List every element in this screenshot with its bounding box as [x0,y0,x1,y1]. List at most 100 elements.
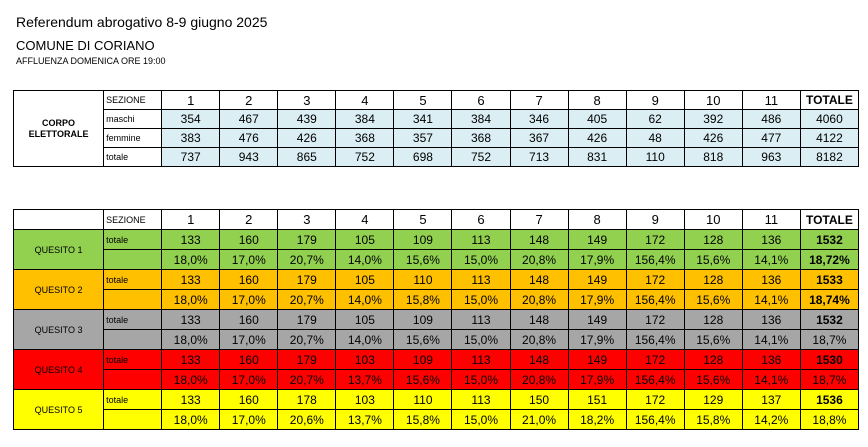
value-cell: 713 [509,147,569,167]
value-cell: 62 [625,109,685,129]
affluenza-label: AFFLUENZA DOMENICA ORE 19:00 [16,56,166,66]
percent-cell: 17,9% [567,369,627,390]
empty-cell [103,409,163,430]
percent-cell: 21,0% [509,409,569,430]
value-cell: 172 [625,269,685,290]
totale-cell: 1532 [799,309,860,330]
percent-cell: 156,4% [625,369,685,390]
sezione-number: 1 [161,209,221,230]
table-row: 18,0% 17,0% 20,7% 14,0% 15,6% 15,0% 20,8% 17,9%… [14,329,860,350]
value-cell: 110 [625,147,685,167]
percent-cell: 156,4% [625,249,685,270]
percent-cell: 17,9% [567,329,627,350]
value-cell: 136 [741,309,801,330]
empty-cell [103,329,163,350]
value-cell: 136 [741,349,801,370]
percent-cell: 156,4% [625,329,685,350]
value-cell: 172 [625,229,685,250]
value-cell: 737 [161,147,221,167]
percent-cell: 15,0% [451,329,511,350]
percent-cell: 17,9% [567,249,627,270]
value-cell: 384 [335,109,395,129]
quesito-label: QUESITO 3 [12,309,105,350]
percent-cell: 15,6% [393,329,453,350]
percent-cell: 20,6% [277,409,337,430]
value-cell: 110 [393,269,453,290]
totale-header: TOTALE [799,209,860,230]
value-cell: 133 [161,309,221,330]
value-cell: 405 [567,109,627,129]
value-cell: 477 [741,128,801,148]
percent-cell: 18,0% [161,409,221,430]
value-cell: 103 [335,389,395,410]
percent-cell: 14,1% [741,329,801,350]
value-cell: 105 [335,229,395,250]
percent-cell: 15,0% [451,249,511,270]
value-cell: 178 [277,389,337,410]
sezione-number: 4 [335,90,395,110]
value-cell: 818 [683,147,743,167]
value-cell: 392 [683,109,743,129]
value-cell: 346 [509,109,569,129]
percent-cell: 18,2% [567,409,627,430]
value-cell: 133 [161,389,221,410]
value-cell: 426 [683,128,743,148]
percent-totale-cell: 18,7% [799,369,860,390]
value-cell: 151 [567,389,627,410]
value-cell: 148 [509,269,569,290]
percent-cell: 156,4% [625,409,685,430]
value-cell: 486 [741,109,801,129]
sezione-number: 3 [277,90,337,110]
table-row: 18,0% 17,0% 20,7% 13,7% 15,6% 15,0% 20,8% 17,9%… [14,369,860,390]
value-cell: 109 [393,229,453,250]
value-cell: 384 [451,109,511,129]
percent-cell: 20,8% [509,369,569,390]
percent-cell: 14,1% [741,369,801,390]
value-cell: 179 [277,309,337,330]
table-row: QUESITO 2 totale 133 160 179 105 110 113 148 149 1… [12,269,860,310]
quesito-label: QUESITO 5 [12,389,105,430]
percent-cell: 13,7% [335,409,395,430]
value-cell: 354 [161,109,221,129]
percent-cell: 156,4% [625,289,685,310]
value-cell: 865 [277,147,337,167]
quesito-label: QUESITO 4 [12,349,105,390]
sezione-number: 8 [567,209,627,230]
value-cell: 129 [683,389,743,410]
value-cell: 128 [683,309,743,330]
table-header-row: SEZIONE 1 2 3 4 5 6 7 8 9 10 11 TOTALE [12,209,860,230]
value-cell: 752 [335,147,395,167]
value-cell: 148 [509,309,569,330]
value-cell: 179 [277,269,337,290]
percent-cell: 17,0% [219,249,279,270]
percent-cell: 15,6% [683,329,743,350]
value-cell: 426 [567,128,627,148]
value-cell: 149 [567,269,627,290]
percent-cell: 15,6% [683,289,743,310]
empty-cell [103,369,163,390]
value-cell: 383 [161,128,221,148]
value-cell: 160 [219,309,279,330]
percent-cell: 20,7% [277,329,337,350]
sezione-number: 4 [335,209,395,230]
totale-header: TOTALE [799,90,860,110]
value-cell: 133 [161,349,221,370]
row-label: totale [103,269,163,290]
value-cell: 368 [451,128,511,148]
quesiti-table: SEZIONE 1 2 3 4 5 6 7 8 9 10 11 TOTALE QUESITO 1 total… [12,209,860,430]
sezione-number: 10 [683,90,743,110]
value-cell: 128 [683,229,743,250]
totale-cell: 1530 [799,349,860,370]
value-cell: 943 [219,147,279,167]
percent-cell: 20,8% [509,289,569,310]
value-cell: 831 [567,147,627,167]
row-label: femmine [103,128,163,148]
percent-cell: 14,2% [741,409,801,430]
sezione-label: SEZIONE [103,209,163,230]
table-row: totale 737 943 865 752 698 752 713 831 110 818 963 8… [14,147,860,167]
value-cell: 467 [219,109,279,129]
percent-cell: 15,0% [451,289,511,310]
percent-totale-cell: 18,72% [799,249,860,270]
empty-cell [12,209,105,230]
percent-cell: 20,7% [277,249,337,270]
